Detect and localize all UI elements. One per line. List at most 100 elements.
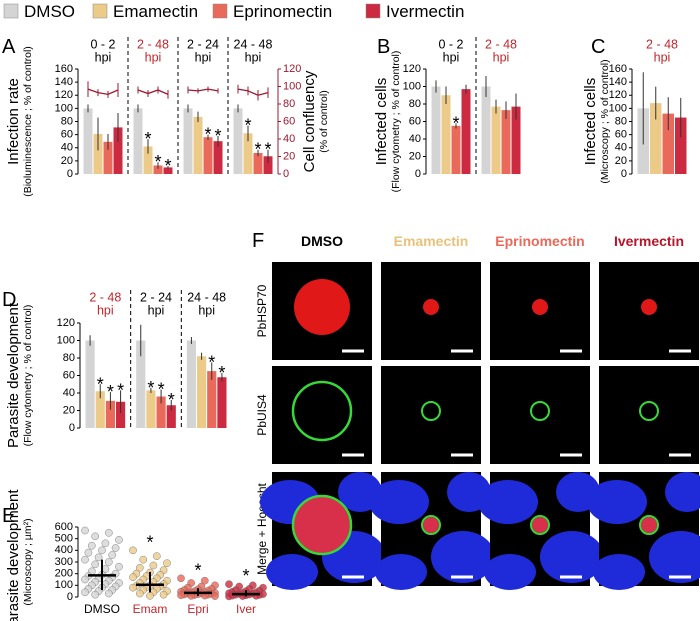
category-label: 2 - 48 — [485, 37, 517, 51]
y-tick-label: 80 — [615, 115, 627, 127]
y-tick-label: 60 — [409, 115, 421, 127]
y-tick-label: 100 — [55, 102, 73, 114]
nucleus — [484, 554, 536, 590]
bar — [481, 86, 491, 174]
bar — [650, 103, 662, 174]
parasite — [641, 299, 657, 315]
y-axis-label: Parasite development — [5, 489, 22, 621]
category-unit: hpi — [245, 50, 262, 64]
bar — [491, 106, 501, 174]
panel-label: D — [2, 289, 16, 311]
parasite — [294, 497, 350, 553]
parasite — [423, 299, 439, 315]
y-tick-label: 60 — [615, 129, 627, 141]
data-point — [91, 590, 99, 599]
y-tick-label: 20 — [409, 150, 421, 162]
bar — [253, 153, 263, 174]
confluency-line — [237, 88, 269, 96]
category-label: 2 - 48 — [646, 37, 678, 51]
legend-swatch — [92, 3, 108, 19]
row-label: PbUIS4 — [255, 394, 269, 436]
data-point — [108, 551, 116, 559]
data-point — [94, 553, 103, 562]
significance-star: * — [107, 382, 114, 402]
bar — [263, 156, 273, 174]
data-point — [200, 576, 209, 585]
bar — [93, 133, 103, 174]
y-axis-note: (Flow cytometry ; % of control) — [22, 305, 34, 447]
y-tick-label: 0 — [67, 168, 73, 180]
data-point — [115, 536, 123, 544]
y-tick-label: 0 — [415, 168, 421, 180]
confluency-line — [187, 88, 219, 92]
panel-label: B — [377, 36, 390, 58]
y2-tick-label: 120 — [283, 63, 301, 75]
pv-membrane — [639, 515, 659, 535]
nucleus — [649, 531, 700, 583]
data-point — [101, 539, 110, 548]
nucleus — [431, 531, 495, 583]
bar — [193, 116, 203, 174]
data-point — [146, 592, 154, 600]
micrograph — [490, 366, 590, 464]
significance-star: * — [168, 390, 175, 410]
category-label: 24 - 48 — [234, 37, 273, 51]
bar — [146, 390, 156, 428]
bar — [451, 125, 461, 174]
data-point — [129, 573, 137, 581]
bar — [133, 108, 143, 174]
significance-star: * — [214, 126, 221, 146]
y-tick-label: 120 — [609, 89, 627, 101]
bar — [83, 108, 93, 174]
parasite — [532, 517, 548, 533]
bar — [103, 141, 113, 174]
y-tick-label: 120 — [55, 89, 73, 101]
significance-star: * — [154, 152, 161, 172]
y-tick-label: 0 — [67, 591, 73, 603]
y-tick-label: 160 — [55, 63, 73, 75]
bar — [207, 371, 217, 428]
significance-star: * — [254, 140, 261, 160]
y-tick-label: 600 — [55, 521, 73, 533]
y-tick-label: 120 — [57, 317, 75, 329]
y-axis-label: Infected cells — [373, 78, 390, 166]
y-tick-label: 140 — [55, 76, 73, 88]
y2-tick-label: 100 — [283, 80, 301, 92]
parasite — [532, 299, 548, 315]
bar — [116, 401, 126, 428]
data-point — [135, 589, 144, 598]
significance-star: * — [208, 352, 215, 372]
y2-tick-label: 0 — [283, 168, 289, 180]
category-unit: hpi — [97, 303, 114, 317]
data-point — [84, 548, 93, 557]
bar — [675, 117, 687, 174]
data-point — [81, 526, 89, 535]
category-label: 2 - 24 — [140, 290, 172, 304]
nucleus — [375, 554, 427, 590]
significance-star: * — [144, 129, 151, 149]
pv-membrane — [530, 515, 550, 535]
data-point — [177, 574, 185, 583]
y2-axis-note: (% of control) — [318, 90, 330, 152]
y-tick-label: 200 — [55, 568, 73, 580]
bar — [213, 141, 223, 174]
micrograph — [272, 366, 372, 464]
legend-swatch — [212, 3, 228, 19]
y-tick-label: 20 — [63, 404, 75, 416]
pv-membrane — [639, 401, 659, 421]
bar — [233, 108, 243, 174]
data-point — [81, 575, 89, 584]
bar — [186, 340, 196, 428]
bar — [431, 86, 441, 174]
category-label: 2 - 48 — [89, 290, 121, 304]
significance-star: * — [452, 113, 459, 133]
y-axis-note: (Microscopy ; % of control) — [599, 59, 611, 183]
pv-membrane — [421, 401, 441, 421]
data-point — [177, 591, 185, 600]
y-tick-label: 400 — [55, 544, 73, 556]
y-tick-label: 100 — [57, 334, 75, 346]
bar — [85, 340, 95, 428]
y-tick-label: 40 — [61, 142, 73, 154]
micrograph — [381, 366, 481, 464]
category-label: 2 - 48 — [137, 37, 169, 51]
